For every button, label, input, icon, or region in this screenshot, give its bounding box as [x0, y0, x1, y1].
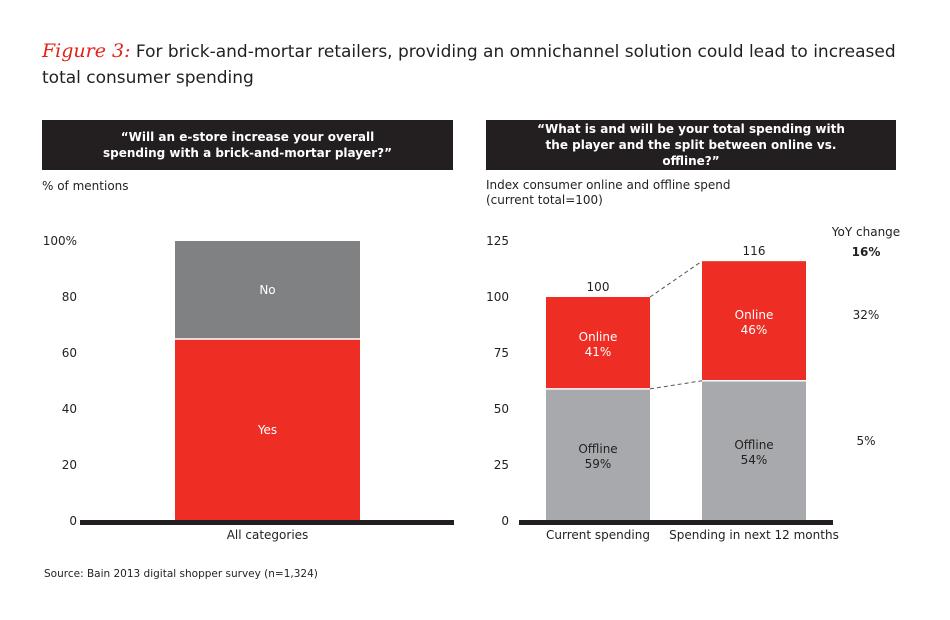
dashed-connector-line	[649, 260, 703, 298]
left-x-axis	[80, 520, 454, 525]
left-x-category-label: All categories	[227, 528, 309, 542]
figure-title-text: For brick-and-mortar retailers, providin…	[42, 42, 896, 88]
right-y-unit-line-1: Index consumer online and offline spend	[486, 178, 731, 192]
right-question-header: “What is and will be your total spending…	[486, 120, 896, 170]
right-segment-label-offline: Offline	[578, 442, 617, 456]
right-y-tick-label: 100	[486, 290, 509, 304]
right-segment-share-offline: 54%	[741, 453, 768, 467]
right-bar-segment-online	[702, 261, 806, 381]
yoy-total-value: 16%	[852, 245, 881, 259]
left-question-header: “Will an e-store increase your overall s…	[42, 120, 453, 170]
right-y-unit-label: Index consumer online and offline spend …	[486, 178, 730, 208]
right-y-tick-label: 25	[494, 458, 509, 472]
right-bar-segment-offline	[702, 380, 806, 521]
left-bar-segment-yes	[175, 339, 360, 521]
left-y-tick-label: 40	[62, 402, 77, 416]
right-segment-label-online: Online	[735, 308, 774, 322]
right-x-category-label: Spending in next 12 months	[669, 528, 839, 542]
left-y-tick-label: 60	[62, 346, 77, 360]
left-bar-segment-no	[175, 241, 360, 339]
right-y-tick-label: 0	[501, 514, 509, 528]
dashed-connector-line	[649, 380, 703, 390]
right-y-tick-label: 50	[494, 402, 509, 416]
left-segment-label-yes: Yes	[257, 423, 277, 437]
right-segment-label-offline: Offline	[734, 438, 773, 452]
source-note: Source: Bain 2013 digital shopper survey…	[44, 568, 318, 580]
figure-title: Figure 3: For brick-and-mortar retailers…	[42, 38, 922, 91]
right-bar-total-label: 116	[743, 244, 766, 258]
left-y-unit-label: % of mentions	[42, 179, 129, 193]
right-y-unit-line-2: (current total=100)	[486, 193, 603, 207]
left-y-tick-label: 80	[62, 290, 77, 304]
left-y-tick-label: 100%	[43, 234, 77, 248]
right-x-category-label: Current spending	[546, 528, 650, 542]
left-segment-label-no: No	[259, 283, 275, 297]
left-y-tick-label: 20	[62, 458, 77, 472]
yoy-online-value: 32%	[853, 308, 880, 322]
right-bar-segment-online	[546, 297, 650, 389]
right-bar-total-label: 100	[587, 280, 610, 294]
right-y-tick-label: 75	[494, 346, 509, 360]
right-segment-label-online: Online	[579, 330, 618, 344]
left-y-tick-label: 0	[69, 514, 77, 528]
figure-label: Figure 3:	[42, 40, 131, 62]
right-bar-segment-offline	[546, 388, 650, 521]
right-question-text: “What is and will be your total spending…	[537, 122, 845, 168]
right-segment-share-offline: 59%	[585, 457, 612, 471]
right-x-axis	[519, 520, 833, 525]
right-segment-share-online: 46%	[741, 323, 768, 337]
right-y-tick-label: 125	[486, 234, 509, 248]
yoy-header: YoY change	[831, 225, 900, 239]
yoy-offline-value: 5%	[856, 434, 875, 448]
right-segment-share-online: 41%	[585, 345, 612, 359]
left-question-text: “Will an e-store increase your overall s…	[102, 130, 393, 160]
